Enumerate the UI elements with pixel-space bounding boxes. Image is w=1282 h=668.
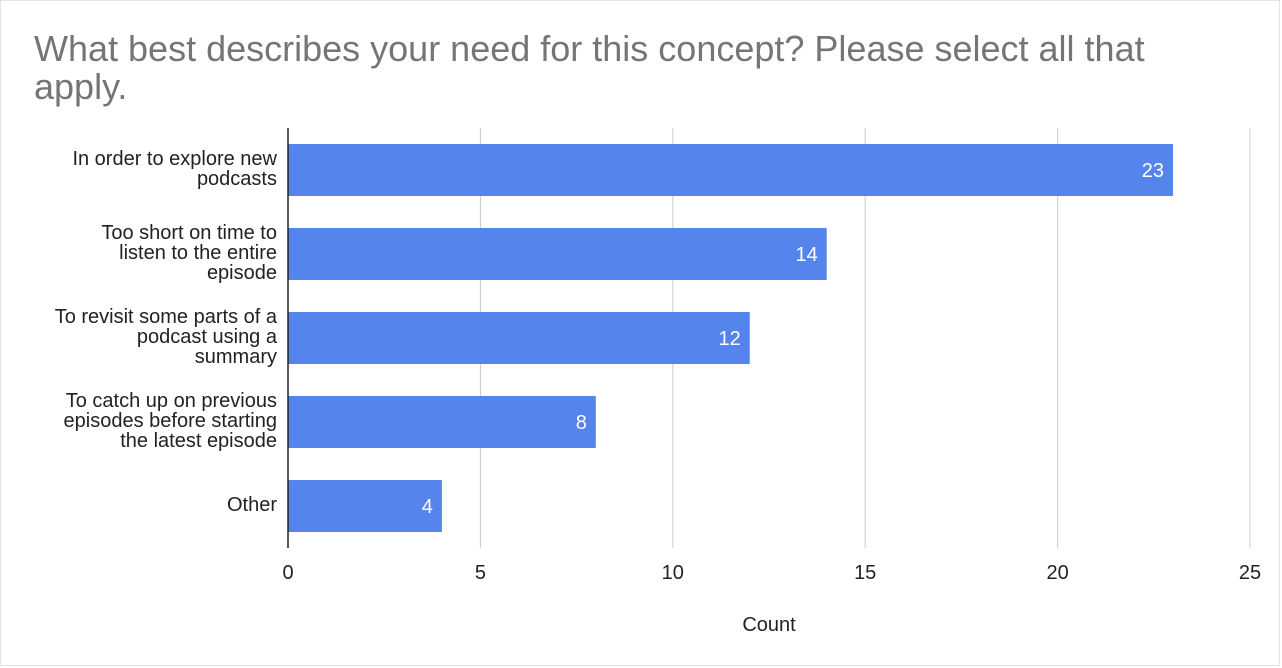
category-label-line: podcast using a — [136, 326, 277, 348]
bar-value-label: 14 — [795, 244, 817, 266]
category-label: In order to explore new podcasts — [17, 149, 277, 189]
category-label: To revisit some parts of a podcast using … — [17, 307, 277, 367]
bar — [288, 143, 1174, 197]
bar-value-label: 8 — [576, 412, 587, 434]
chart-title: What best describes your need for this c… — [34, 28, 1145, 107]
category-label-line: In order to explore new — [72, 148, 277, 170]
axes: 0 5 10 15 20 25 — [282, 128, 1261, 584]
category-label-line: episode — [206, 262, 277, 284]
category-label-line: episodes before starting — [63, 410, 277, 432]
bar — [288, 311, 750, 365]
category-label-line: Too short on time to — [101, 222, 277, 244]
bar-value-label: 23 — [1142, 160, 1164, 182]
bars — [288, 143, 1174, 533]
bar — [288, 395, 596, 449]
category-label-line: the latest episode — [120, 430, 277, 452]
bar — [288, 227, 827, 281]
bar-value-label: 4 — [422, 496, 433, 518]
x-tick-label: 0 — [282, 562, 293, 584]
x-tick-label: 10 — [662, 562, 684, 584]
x-tick-label: 25 — [1239, 562, 1261, 584]
x-tick-label: 15 — [854, 562, 876, 584]
category-label-line: listen to the entire — [119, 242, 277, 264]
category-label-line: Other — [226, 494, 277, 516]
bar — [288, 479, 442, 533]
category-label: Too short on time to listen to the entire… — [17, 223, 277, 283]
category-label: Other — [17, 495, 277, 515]
x-tick-label: 5 — [475, 562, 486, 584]
bar-value-label: 12 — [719, 328, 741, 350]
category-label-line: podcasts — [196, 168, 277, 190]
x-axis-title: Count — [742, 614, 796, 636]
category-label-line: To catch up on previous — [65, 390, 277, 412]
category-label: To catch up on previous episodes before s… — [17, 391, 277, 451]
category-label-line: To revisit some parts of a — [54, 306, 277, 328]
x-tick-label: 20 — [1046, 562, 1068, 584]
category-label-line: summary — [194, 346, 277, 368]
data-labels: 23 14 12 8 4 — [422, 160, 1164, 518]
